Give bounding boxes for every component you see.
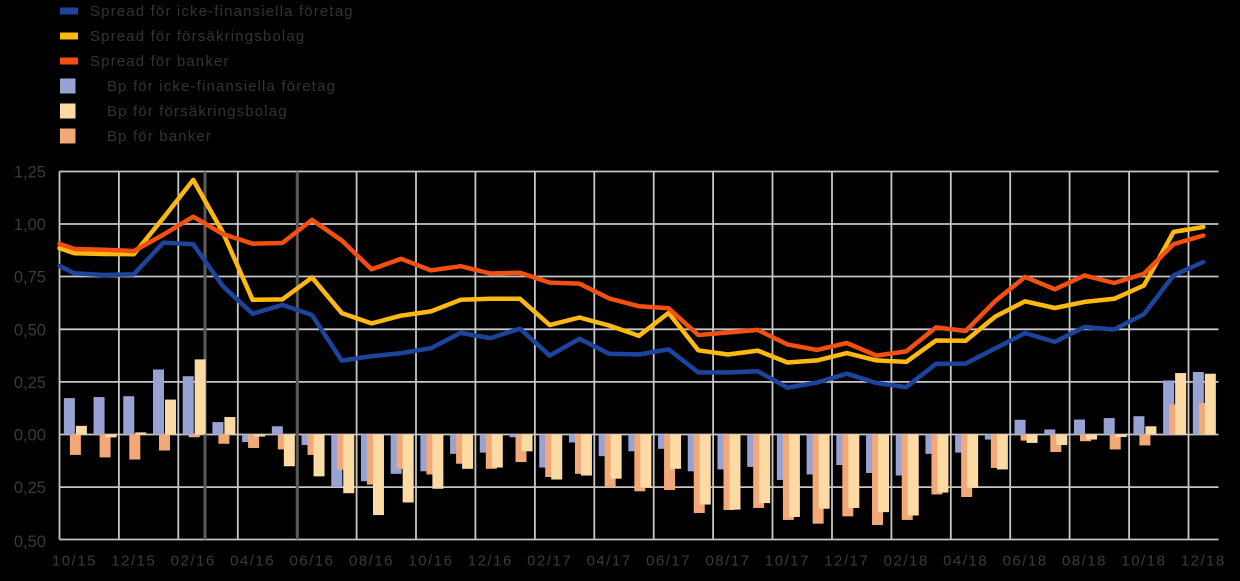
svg-text:04/18: 04/18 <box>943 553 988 570</box>
svg-text:0,25: 0,25 <box>14 479 46 497</box>
svg-text:04/17: 04/17 <box>587 553 632 570</box>
svg-text:12/15: 12/15 <box>111 553 156 570</box>
svg-text:Spread för försäkringsbolag: Spread för försäkringsbolag <box>90 28 305 45</box>
svg-text:06/16: 06/16 <box>289 553 334 570</box>
svg-text:0,50: 0,50 <box>14 533 46 551</box>
svg-text:06/17: 06/17 <box>646 553 691 570</box>
svg-text:10/15: 10/15 <box>52 553 97 570</box>
svg-text:10/17: 10/17 <box>765 553 810 570</box>
svg-text:1,25: 1,25 <box>14 164 46 182</box>
svg-text:0,50: 0,50 <box>14 321 46 339</box>
svg-text:Bp för icke-finansiella företa: Bp för icke-finansiella företag <box>107 78 336 95</box>
svg-text:04/16: 04/16 <box>230 553 275 570</box>
svg-text:10/18: 10/18 <box>1121 553 1166 570</box>
svg-text:0,00: 0,00 <box>14 427 46 445</box>
svg-text:0,75: 0,75 <box>14 269 46 287</box>
svg-text:12/17: 12/17 <box>824 553 869 570</box>
svg-text:02/16: 02/16 <box>171 553 216 570</box>
svg-text:06/18: 06/18 <box>1003 553 1048 570</box>
svg-text:02/17: 02/17 <box>527 553 572 570</box>
svg-text:1,00: 1,00 <box>14 216 46 234</box>
svg-text:Bp för försäkringsbolag: Bp för försäkringsbolag <box>107 103 288 120</box>
svg-text:12/18: 12/18 <box>1181 553 1226 570</box>
svg-text:08/16: 08/16 <box>349 553 394 570</box>
svg-text:Spread för banker: Spread för banker <box>90 53 230 70</box>
svg-text:10/16: 10/16 <box>408 553 453 570</box>
svg-text:02/18: 02/18 <box>884 553 929 570</box>
svg-text:08/18: 08/18 <box>1062 553 1107 570</box>
svg-text:Bp för banker: Bp för banker <box>107 128 212 145</box>
svg-text:Spread för icke-finansiella fö: Spread för icke-finansiella företag <box>90 3 354 20</box>
svg-text:0,25: 0,25 <box>14 374 46 392</box>
svg-text:12/16: 12/16 <box>468 553 513 570</box>
svg-text:08/17: 08/17 <box>705 553 750 570</box>
